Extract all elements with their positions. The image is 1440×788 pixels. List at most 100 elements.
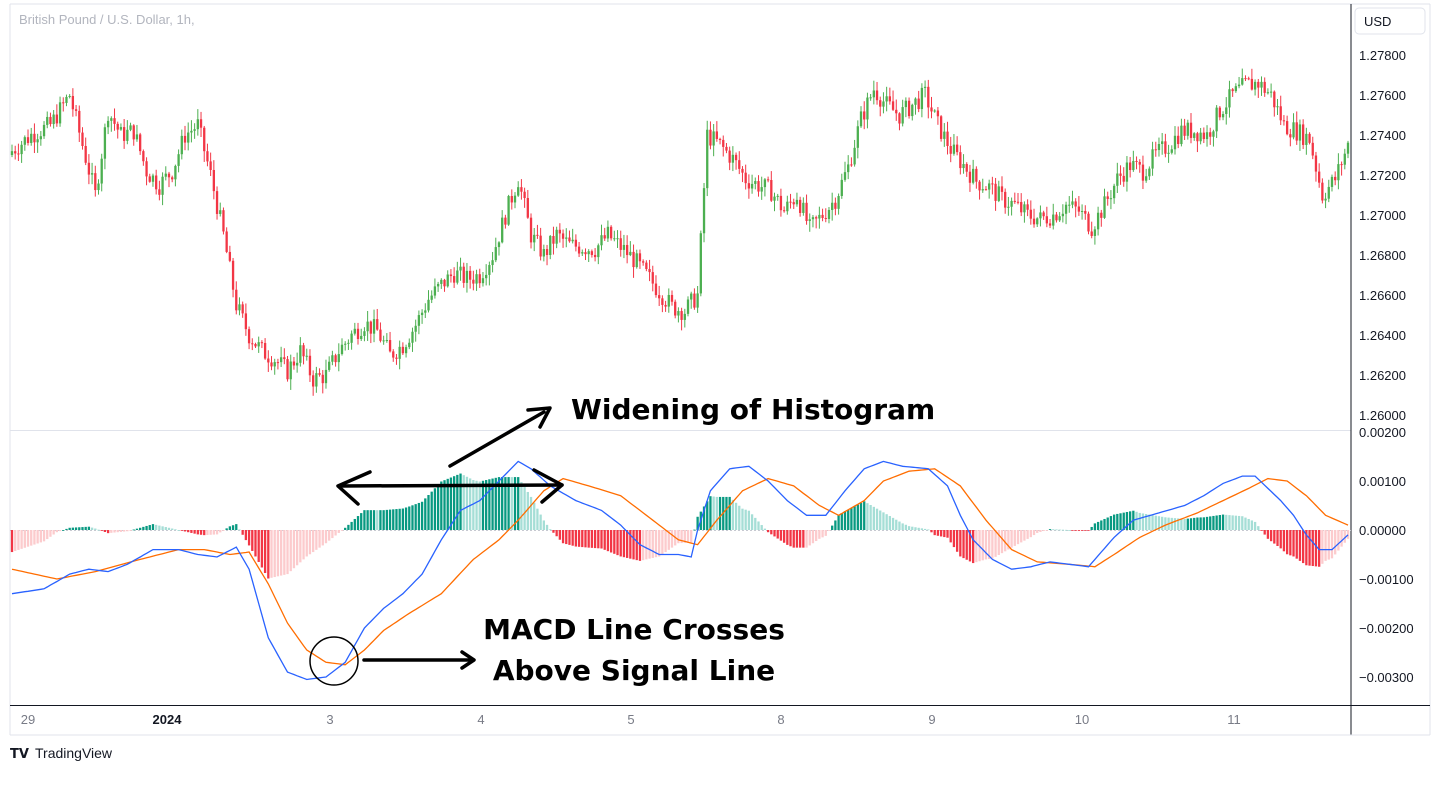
candle-down: [792, 202, 795, 205]
histogram-bar: [142, 526, 145, 530]
candle-up: [363, 331, 366, 336]
candle-up: [1343, 153, 1346, 165]
candle-up: [1036, 218, 1039, 225]
histogram-bar: [597, 530, 600, 549]
price-axis[interactable]: 1.27800 1.27600 1.27400 1.27200 1.27000 1.268…: [1359, 48, 1406, 423]
time-axis-label: 8: [777, 712, 784, 727]
macd-axis[interactable]: 0.00200 0.00100 0.00000 −0.00100 −0.00200 −0.…: [1359, 425, 1414, 685]
histogram-bar: [100, 530, 103, 531]
histogram-bar: [1285, 530, 1289, 555]
candle-up: [119, 127, 123, 130]
histogram-bar: [241, 530, 244, 535]
candle-up: [1151, 149, 1154, 169]
histogram-bar: [1128, 511, 1132, 530]
histogram-bar: [1273, 530, 1276, 544]
histogram-bar: [988, 530, 991, 560]
histogram-bar: [228, 526, 232, 530]
histogram-bar: [433, 488, 437, 530]
histogram-bar: [225, 528, 228, 530]
candle-up: [943, 131, 946, 139]
histogram-bar: [139, 527, 142, 530]
candle-up: [933, 110, 936, 112]
histogram-bar: [904, 524, 908, 530]
histogram-bar: [337, 530, 340, 533]
candle-up: [837, 196, 840, 209]
histogram-bar: [279, 530, 283, 576]
histogram-bar: [283, 530, 286, 575]
histogram-bar: [590, 530, 594, 548]
candle-down: [1273, 91, 1276, 108]
candle-up: [164, 173, 167, 177]
histogram-bar: [1039, 530, 1042, 532]
histogram-bar: [907, 526, 911, 530]
candle-down: [215, 191, 219, 214]
histogram-bar: [1151, 515, 1154, 530]
histogram-bar: [818, 530, 821, 539]
candle-up: [840, 179, 843, 197]
candle-up: [683, 313, 686, 320]
time-axis-label: 29: [21, 712, 35, 727]
histogram-bar: [555, 530, 558, 537]
histogram-bar: [1077, 530, 1081, 531]
histogram-bar: [183, 530, 187, 532]
candle-down: [62, 102, 65, 104]
candle-down: [228, 251, 232, 261]
candle-up: [161, 176, 164, 195]
histogram-bar: [462, 475, 465, 530]
histogram-bar: [302, 530, 305, 560]
candle-up: [667, 294, 670, 307]
histogram-bar: [164, 527, 167, 530]
candle-up: [324, 369, 328, 384]
histogram-bar: [360, 513, 363, 530]
candle-up: [706, 129, 709, 189]
candle-up: [795, 199, 799, 205]
histogram-bar: [20, 530, 23, 549]
time-axis-label: 3: [326, 712, 333, 727]
candle-up: [465, 270, 469, 283]
time-axis[interactable]: 29 2024 3 4 5 8 9 10 11: [21, 712, 1241, 727]
candle-down: [619, 238, 622, 250]
histogram-bar: [1308, 530, 1311, 566]
candle-up: [1241, 78, 1244, 85]
macd-axis-label: 0.00100: [1359, 474, 1406, 489]
candle-down: [206, 151, 209, 162]
signal-line: [11, 468, 1349, 666]
histogram-bar: [74, 527, 78, 530]
candle-down: [1247, 78, 1250, 80]
histogram-bar: [638, 530, 642, 561]
candle-up: [20, 144, 23, 155]
candle-down: [1042, 212, 1045, 217]
histogram-bar: [770, 530, 773, 535]
candle-down: [231, 260, 235, 290]
candle-down: [1141, 164, 1145, 181]
candle-down: [936, 110, 940, 117]
candle-up: [295, 362, 299, 366]
candle-up: [305, 355, 308, 357]
histogram-bar: [1048, 529, 1052, 530]
histogram-bar: [1064, 529, 1068, 531]
time-axis-label: 9: [928, 712, 935, 727]
price-axis-label: 1.26400: [1359, 328, 1406, 343]
histogram-bar: [478, 481, 481, 530]
candle-up: [65, 96, 68, 103]
currency-button[interactable]: USD: [1354, 7, 1426, 35]
candle-down: [235, 289, 238, 311]
candle-down: [148, 176, 151, 182]
histogram-bar: [1071, 530, 1074, 531]
histogram-bar: [55, 530, 59, 533]
candle-down: [1013, 200, 1016, 202]
candle-down: [247, 329, 251, 344]
macd-axis-label: −0.00200: [1359, 621, 1414, 636]
histogram-bar: [1004, 530, 1007, 552]
tradingview-logo[interactable]: TV TradingView: [10, 745, 113, 762]
chart-frame: [9, 3, 1431, 736]
candle-up: [1324, 198, 1327, 201]
candle-up: [635, 253, 638, 268]
candle-up: [760, 187, 763, 192]
histogram-bar: [1154, 515, 1157, 530]
histogram-bar: [401, 508, 405, 530]
histogram-bar: [1244, 517, 1247, 530]
candle-up: [1228, 89, 1231, 108]
histogram-bar: [606, 530, 610, 552]
histogram-bar: [379, 510, 382, 530]
